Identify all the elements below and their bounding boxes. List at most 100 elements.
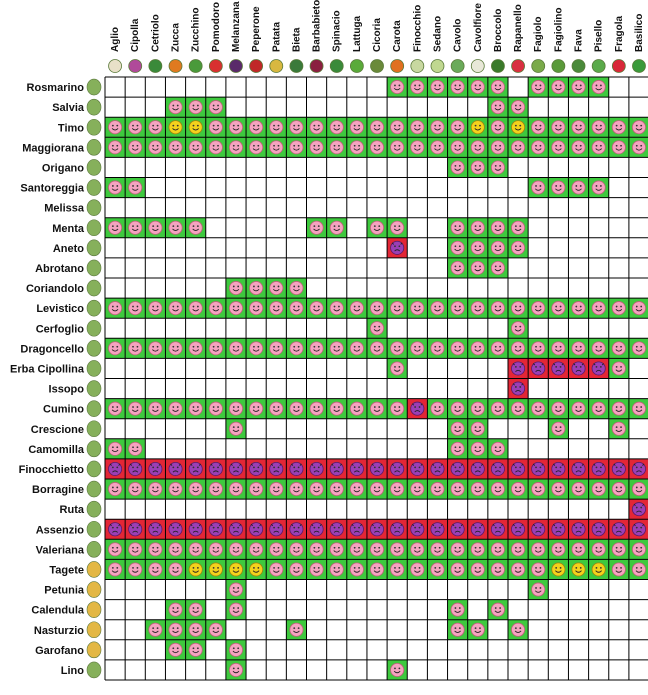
cell-borragine-cavolo xyxy=(447,479,468,500)
cell-tagete-fagiolo xyxy=(528,559,549,580)
cell-borragine-spinacio xyxy=(326,479,347,500)
cell-tagete-broccolo xyxy=(487,559,508,580)
cell-dragoncello-barbabietola xyxy=(306,338,327,359)
cell-timo-zucca xyxy=(165,117,186,138)
cell-timo-sedano xyxy=(427,117,448,138)
herb-icon-levistico xyxy=(86,299,102,317)
cell-finocchietto-fagiolo xyxy=(528,458,549,479)
cell-valeriana-barbabietola xyxy=(306,539,327,560)
cell-assenzio-cetriolo xyxy=(145,519,166,540)
cell-garofano-zucca xyxy=(165,639,186,660)
cell-finocchietto-fragola xyxy=(608,458,629,479)
cell-tagete-patata xyxy=(266,559,287,580)
column-label-carota: Carota xyxy=(392,20,403,52)
cell-timo-cipolla xyxy=(125,117,146,138)
vegetable-icon-bieta xyxy=(289,59,304,73)
cell-santoreggia-fagiolo xyxy=(528,177,549,198)
cell-cumino-basilico xyxy=(628,398,648,419)
cell-ruta-basilico xyxy=(628,499,648,520)
cell-calendula-zucchino xyxy=(185,599,206,620)
column-label-cetriolo: Cetriolo xyxy=(150,14,161,52)
cell-timo-fava xyxy=(568,117,589,138)
cell-erba-cipollina-rapanello xyxy=(508,358,529,379)
vegetable-icon-carota xyxy=(390,59,405,73)
column-label-cavolo: Cavolo xyxy=(453,19,464,52)
herb-icon-nasturzio xyxy=(86,621,102,639)
cell-menta-aglio xyxy=(105,217,126,238)
herb-icon-crescione xyxy=(86,420,102,438)
cell-tagete-cavolo xyxy=(447,559,468,580)
cell-tagete-bieta xyxy=(286,559,307,580)
herb-icon-garofano xyxy=(86,641,102,659)
cell-levistico-lattuga xyxy=(346,298,367,319)
cell-timo-cetriolo xyxy=(145,117,166,138)
cell-valeriana-zucca xyxy=(165,539,186,560)
cell-tagete-basilico xyxy=(628,559,648,580)
row-label-santoreggia: Santoreggia xyxy=(20,183,84,195)
cell-dragoncello-rapanello xyxy=(508,338,529,359)
cell-finocchietto-rapanello xyxy=(508,458,529,479)
cell-erba-cipollina-pisello xyxy=(588,358,609,379)
vegetable-icon-fragola xyxy=(611,59,626,73)
cell-maggiorana-bieta xyxy=(286,137,307,158)
cell-coriandolo-peperone xyxy=(246,278,267,299)
cell-erba-cipollina-fava xyxy=(568,358,589,379)
row-label-levistico: Levistico xyxy=(36,303,84,315)
cell-timo-patata xyxy=(266,117,287,138)
herb-icon-menta xyxy=(86,219,102,237)
cell-finocchietto-barbabietola xyxy=(306,458,327,479)
cell-maggiorana-cicoria xyxy=(366,137,388,158)
cell-maggiorana-zucchino xyxy=(185,137,206,158)
cell-assenzio-aglio xyxy=(105,519,126,540)
cell-maggiorana-spinacio xyxy=(326,137,347,158)
cell-borragine-pomodoro xyxy=(205,479,226,500)
cell-timo-aglio xyxy=(105,117,126,138)
cell-rosmarino-cavolo xyxy=(447,77,468,98)
column-label-pisello: Pisello xyxy=(594,20,605,52)
cell-camomilla-cavolfiore xyxy=(467,438,488,459)
row-label-calendula: Calendula xyxy=(31,605,84,617)
vegetable-icon-barbabietola xyxy=(309,59,324,73)
cell-maggiorana-pisello xyxy=(588,137,609,158)
cell-dragoncello-cavolo xyxy=(447,338,468,359)
cell-borragine-fava xyxy=(568,479,589,500)
cell-valeriana-carota xyxy=(387,539,408,560)
cell-origano-broccolo xyxy=(487,157,508,178)
cell-valeriana-fagiolino xyxy=(548,539,569,560)
cell-borragine-zucchino xyxy=(185,479,206,500)
cell-levistico-cipolla xyxy=(125,298,146,319)
vegetable-icon-pisello xyxy=(591,59,606,73)
vegetable-icon-melanzana xyxy=(229,59,243,73)
column-label-zucca: Zucca xyxy=(171,23,182,52)
cell-tagete-cetriolo xyxy=(145,559,166,580)
cell-borragine-sedano xyxy=(427,479,448,500)
cell-finocchietto-sedano xyxy=(427,458,448,479)
cell-rosmarino-carota xyxy=(387,77,408,98)
cell-maggiorana-lattuga xyxy=(346,137,367,158)
cell-valeriana-zucchino xyxy=(185,539,206,560)
row-label-borragine: Borragine xyxy=(32,484,84,496)
cell-finocchietto-broccolo xyxy=(487,458,508,479)
cell-cumino-spinacio xyxy=(326,398,347,419)
cell-coriandolo-patata xyxy=(266,278,287,299)
cell-tagete-carota xyxy=(387,559,408,580)
column-label-barbabietola: Barbabietola xyxy=(312,0,323,52)
row-label-camomilla: Camomilla xyxy=(28,444,85,456)
cell-coriandolo-bieta xyxy=(286,278,307,299)
row-label-menta: Menta xyxy=(52,223,85,235)
cell-dragoncello-broccolo xyxy=(487,338,508,359)
cell-finocchietto-spinacio xyxy=(326,458,347,479)
cell-origano-cavolfiore xyxy=(467,157,488,178)
cell-cumino-zucchino xyxy=(185,398,206,419)
cell-dragoncello-fava xyxy=(568,338,589,359)
herb-icon-tagete xyxy=(86,561,102,578)
vegetable-icon-lattuga xyxy=(349,59,364,73)
cell-menta-rapanello xyxy=(508,217,529,238)
vegetable-icon-fagiolino xyxy=(551,59,566,73)
column-labels: Aglio Cipolla Cetriolo Zucca Zucchino Pomodor… xyxy=(110,0,645,52)
cell-valeriana-basilico xyxy=(628,539,648,560)
cell-tagete-fagiolino xyxy=(548,559,569,580)
cell-camomilla-cipolla xyxy=(125,438,146,459)
cell-crescione-fragola xyxy=(608,418,629,439)
cell-assenzio-cicoria xyxy=(366,519,388,540)
